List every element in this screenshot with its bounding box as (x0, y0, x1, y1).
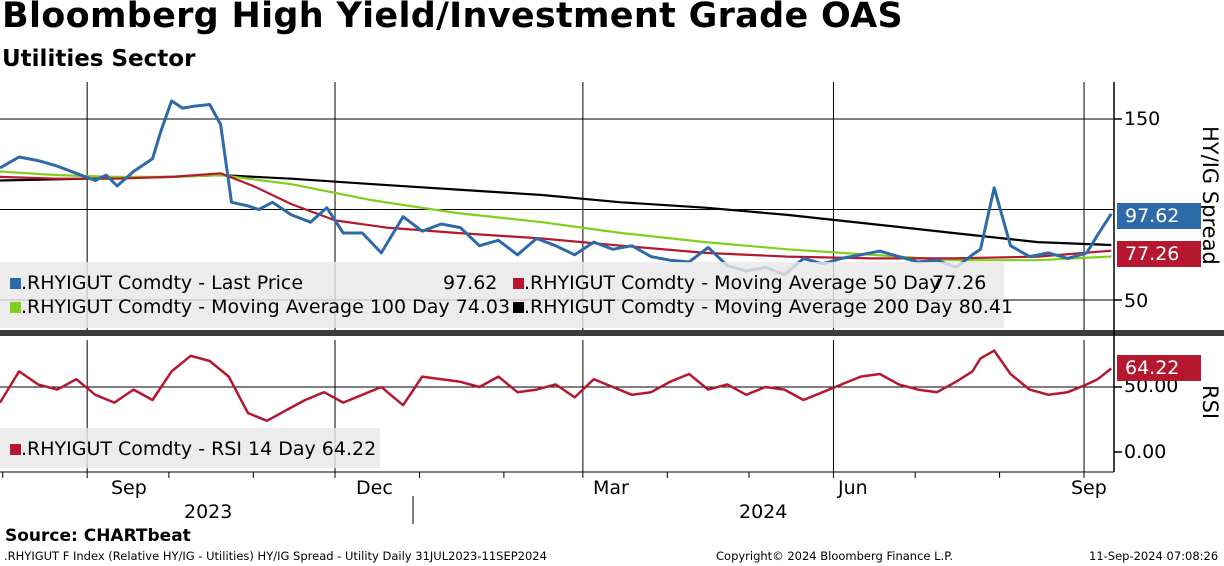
upper-ylabel: HY/IG Spread (1198, 126, 1222, 265)
badge-rsi: 64.22 (1117, 355, 1201, 381)
legend-item-rsi: .RHYIGUT Comdty - RSI 14 Day 64.22 (10, 438, 376, 460)
legend-value-ma100: 74.03 (455, 296, 511, 318)
chart-subtitle: Utilities Sector (2, 46, 196, 72)
legend-swatch-rsi (10, 444, 21, 455)
lower-legend: .RHYIGUT Comdty - RSI 14 Day 64.22 (0, 428, 380, 468)
lower-ylabel: RSI (1198, 385, 1222, 420)
footer-timestamp: 11-Sep-2024 07:08:26 (1089, 549, 1219, 563)
panel-separator (0, 330, 1224, 336)
upper-ytick-50: 50 (1124, 290, 1149, 312)
xtick-dec: Dec (356, 477, 393, 499)
legend-swatch-ma200 (513, 302, 524, 313)
legend-label-rsi: .RHYIGUT Comdty - RSI 14 Day 64.22 (21, 438, 377, 460)
badge-last-price: 97.62 (1117, 203, 1201, 229)
year-2024: 2024 (739, 501, 788, 523)
legend-value-ma200: 80.41 (958, 296, 1014, 318)
lower-ytick-0: 0.00 (1124, 441, 1167, 463)
xtick-jun: Jun (838, 477, 868, 499)
legend-swatch-ma50 (513, 278, 524, 289)
legend-label-ma50: .RHYIGUT Comdty - Moving Average 50 Day (524, 272, 941, 294)
legend-item-last-price: .RHYIGUT Comdty - Last Price (10, 272, 303, 294)
badge-ma50: 77.26 (1117, 241, 1201, 267)
series-line-last_price (0, 99, 1113, 277)
legend-label-ma100: .RHYIGUT Comdty - Moving Average 100 Day (21, 296, 450, 318)
legend-label-last-price: .RHYIGUT Comdty - Last Price (21, 272, 304, 294)
legend-item-ma100: .RHYIGUT Comdty - Moving Average 100 Day… (10, 296, 510, 318)
series-line-rsi (0, 349, 1113, 423)
source-label: Source: CHARTbeat (5, 526, 191, 546)
chart-title: Bloomberg High Yield/Investment Grade OA… (2, 0, 903, 36)
legend-label-ma200: .RHYIGUT Comdty - Moving Average 200 Day (524, 296, 953, 318)
xtick-sep-2024: Sep (1071, 477, 1107, 499)
series-line-ma200 (0, 174, 1112, 247)
legend-value-last-price: 97.62 (443, 272, 498, 294)
upper-ytick-150: 150 (1124, 108, 1161, 130)
footer-description: .RHYIGUT F Index (Relative HY/IG - Utili… (4, 549, 547, 563)
legend-item-ma50: .RHYIGUT Comdty - Moving Average 50 Day (513, 272, 941, 294)
legend-swatch-last-price (10, 278, 21, 289)
xtick-sep-2023: Sep (111, 477, 147, 499)
legend-value-ma50: 77.26 (932, 272, 987, 294)
legend-item-ma200: .RHYIGUT Comdty - Moving Average 200 Day… (513, 296, 1013, 318)
upper-legend: .RHYIGUT Comdty - Last Price 97.62 .RHYI… (0, 262, 1013, 328)
footer-copyright: Copyright© 2024 Bloomberg Finance L.P. (716, 549, 953, 563)
xtick-mar: Mar (593, 477, 629, 499)
legend-swatch-ma100 (10, 302, 21, 313)
year-2023: 2023 (184, 501, 233, 523)
